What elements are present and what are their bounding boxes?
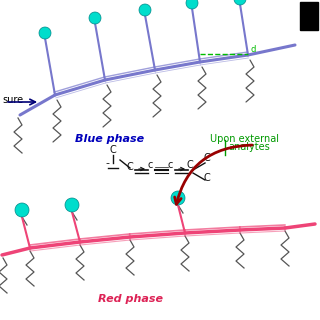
Text: C: C <box>187 160 193 170</box>
Circle shape <box>39 27 51 39</box>
Text: C: C <box>204 153 210 163</box>
Text: C: C <box>127 162 133 172</box>
Circle shape <box>171 191 185 205</box>
Text: Upon external: Upon external <box>210 134 279 144</box>
Text: Blue phase: Blue phase <box>76 134 145 144</box>
Text: C: C <box>110 145 116 155</box>
Circle shape <box>89 12 101 24</box>
Circle shape <box>15 203 29 217</box>
Circle shape <box>65 198 79 212</box>
Text: analytes: analytes <box>228 142 270 152</box>
Text: c: c <box>167 160 173 170</box>
Circle shape <box>234 0 246 5</box>
Text: sure: sure <box>2 95 23 105</box>
Text: C: C <box>204 173 210 183</box>
Bar <box>300 2 318 30</box>
Text: c: c <box>147 160 153 170</box>
Circle shape <box>139 4 151 16</box>
FancyArrowPatch shape <box>175 145 252 204</box>
Circle shape <box>186 0 198 9</box>
Text: d: d <box>250 44 255 53</box>
Text: Red phase: Red phase <box>98 294 163 304</box>
Text: -: - <box>105 158 109 168</box>
